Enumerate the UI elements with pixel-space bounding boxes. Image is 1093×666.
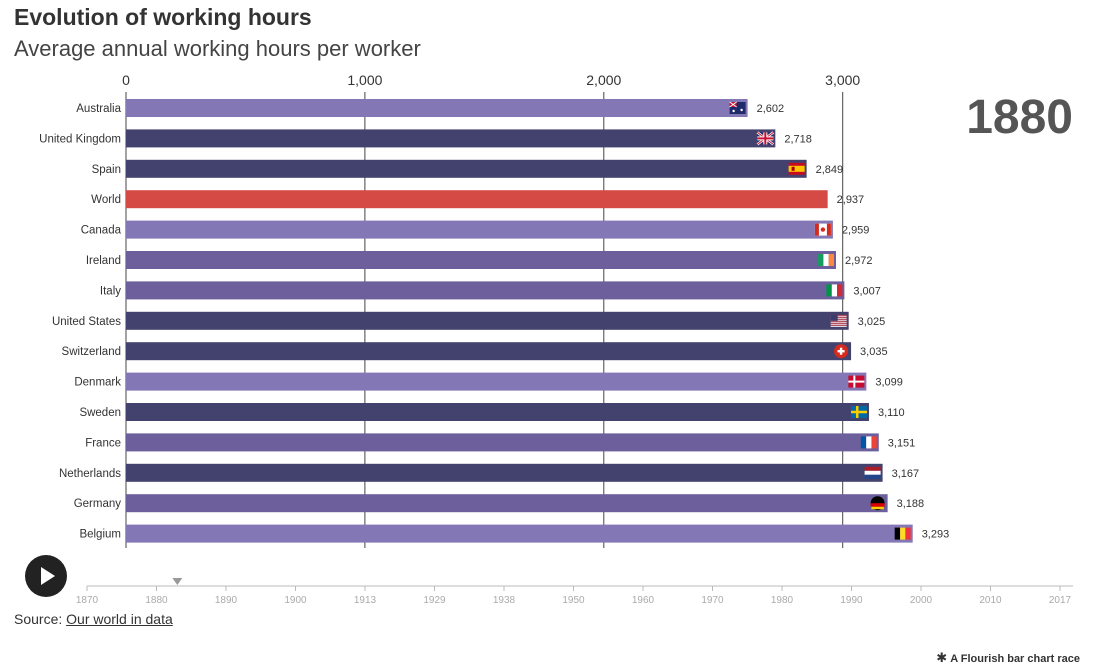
timeline-tick-label: 2000: [910, 595, 933, 606]
value-label: 2,849: [816, 164, 844, 176]
bar: [126, 524, 913, 543]
usa-flag-icon: [830, 314, 847, 327]
source-note: Source: Our world in data: [14, 611, 173, 627]
x-tick-label: 3,000: [825, 72, 860, 88]
timeline-tick-label: 1870: [76, 595, 99, 606]
timeline-tick-label: 1960: [632, 595, 655, 606]
bar: [126, 251, 837, 269]
category-label: Italy: [100, 285, 121, 297]
spain-flag-icon: [788, 162, 805, 175]
netherlands-flag-icon: [864, 466, 881, 479]
bar: [126, 372, 867, 391]
category-label: France: [85, 437, 121, 449]
category-label: United States: [52, 316, 121, 328]
canada-flag-icon: [814, 223, 831, 236]
category-label: Ireland: [86, 255, 121, 267]
bar: [126, 281, 845, 300]
value-label: 3,167: [892, 468, 920, 480]
bar: [126, 159, 807, 178]
value-label: 3,035: [860, 346, 888, 358]
value-label: 2,959: [842, 225, 870, 237]
flourish-credit[interactable]: ✱ A Flourish bar chart race: [936, 650, 1080, 666]
ireland-flag-icon: [818, 254, 835, 266]
timeline-scrubber[interactable]: [172, 578, 183, 585]
play-icon: [41, 567, 55, 585]
timeline-tick-label: 1970: [701, 595, 724, 606]
germany-flag-icon: [870, 496, 885, 511]
bar: [126, 190, 828, 209]
value-label: 3,293: [922, 529, 950, 541]
play-button[interactable]: [25, 555, 67, 597]
bar: [126, 433, 879, 452]
source-link[interactable]: Our world in data: [66, 611, 173, 627]
bar: [126, 494, 888, 513]
bar: [126, 99, 748, 117]
france-flag-icon: [860, 436, 877, 449]
value-label: 3,099: [875, 377, 903, 389]
belgium-flag-icon: [894, 527, 911, 540]
flourish-asterisk-icon: ✱: [936, 650, 948, 665]
timeline-tick-label: 1900: [284, 595, 307, 606]
value-label: 3,110: [878, 407, 905, 419]
timeline-tick-label: 1980: [771, 595, 794, 606]
x-tick-label: 2,000: [586, 72, 621, 88]
timeline-tick-label: 1890: [215, 595, 238, 606]
bar: [126, 129, 776, 148]
value-label: 3,025: [858, 316, 886, 328]
chart-title: Evolution of working hours: [14, 4, 312, 30]
bar: [126, 220, 833, 239]
bar: [126, 463, 883, 482]
timeline-tick-label: 1880: [145, 595, 168, 606]
year-label: 1880: [966, 91, 1073, 144]
value-label: 2,972: [845, 255, 873, 267]
italy-flag-icon: [826, 284, 843, 297]
x-tick-label: 0: [122, 72, 130, 88]
category-label: Netherlands: [59, 468, 121, 480]
category-label: World: [91, 194, 121, 206]
bar: [126, 311, 849, 330]
sweden-flag-icon: [850, 406, 867, 418]
timeline-tick-label: 1938: [493, 595, 516, 606]
value-label: 3,007: [853, 285, 881, 297]
timeline-tick-label: 1990: [840, 595, 863, 606]
timeline-tick-label: 1950: [562, 595, 585, 606]
category-label: Switzerland: [62, 346, 121, 358]
switzerland-flag-icon: [834, 344, 849, 359]
category-label: Denmark: [74, 377, 121, 389]
timeline-tick-label: 2017: [1049, 595, 1072, 606]
bar: [126, 403, 869, 421]
category-label: Spain: [92, 164, 121, 176]
category-label: Germany: [74, 498, 122, 510]
timeline-tick-label: 2010: [979, 595, 1002, 606]
category-label: Sweden: [79, 407, 121, 419]
denmark-flag-icon: [848, 375, 865, 388]
value-label: 2,602: [757, 103, 785, 115]
category-label: Canada: [81, 225, 122, 237]
timeline-tick-label: 1913: [354, 595, 377, 606]
uk-flag-icon: [756, 131, 775, 146]
value-label: 2,937: [837, 194, 865, 206]
timeline-tick-label: 1929: [423, 595, 446, 606]
bar: [126, 342, 852, 361]
australia-flag-icon: [729, 101, 746, 114]
credit-text: A Flourish bar chart race: [950, 653, 1080, 665]
value-label: 3,188: [897, 498, 925, 510]
value-label: 2,718: [784, 133, 812, 145]
x-tick-label: 1,000: [347, 72, 382, 88]
category-label: Belgium: [79, 529, 121, 541]
chart-subtitle: Average annual working hours per worker: [14, 36, 421, 61]
source-label: Source:: [14, 611, 63, 627]
category-label: Australia: [76, 103, 121, 115]
category-label: United Kingdom: [39, 133, 121, 145]
value-label: 3,151: [888, 437, 916, 449]
